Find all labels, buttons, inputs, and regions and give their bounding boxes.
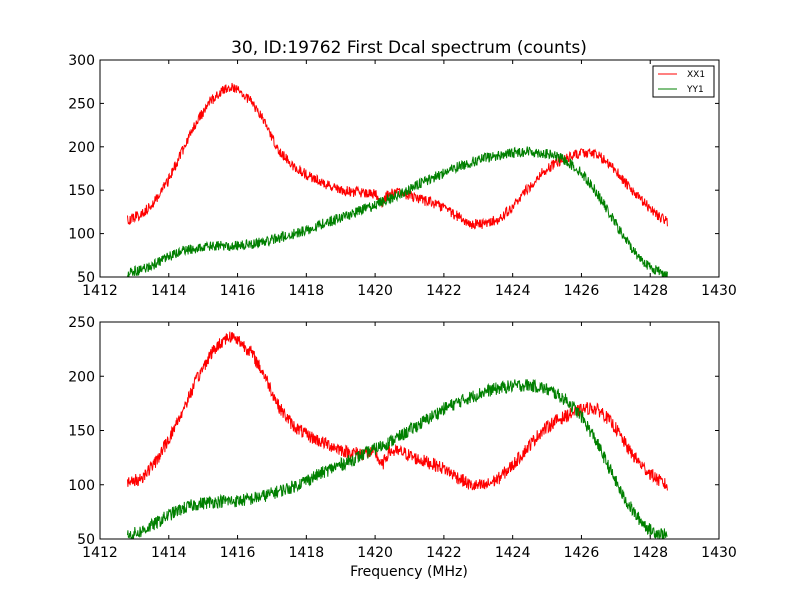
x-tick-label: 1426 xyxy=(564,283,600,299)
y-tick-label: 50 xyxy=(77,532,95,548)
series-line-red xyxy=(127,331,668,491)
x-tick-label: 1424 xyxy=(495,283,531,299)
x-tick-label: 1430 xyxy=(701,283,737,299)
x-tick-label: 1412 xyxy=(82,283,118,299)
x-tick-label: 1428 xyxy=(632,283,668,299)
axes-frame xyxy=(99,59,720,278)
x-tick-label: 1422 xyxy=(426,545,462,561)
legend-label-xx1: XX1 xyxy=(687,70,705,80)
x-axis-label: Frequency (MHz) xyxy=(350,564,468,580)
x-tick-label: 1424 xyxy=(495,545,531,561)
x-tick-label: 1420 xyxy=(357,545,393,561)
y-tick-label: 150 xyxy=(68,424,95,440)
y-tick-label: 50 xyxy=(77,270,95,286)
y-tick-label: 250 xyxy=(68,315,95,331)
legend-label-yy1: YY1 xyxy=(686,85,704,95)
x-tick-label: 1414 xyxy=(151,545,187,561)
x-tick-label: 1420 xyxy=(357,283,393,299)
x-tick-label: 1422 xyxy=(426,283,462,299)
y-tick-label: 200 xyxy=(68,369,95,385)
top-plot: 1412 1414 1416 1418 1420 1422 1424 1426 1428 1430… xyxy=(68,53,737,299)
x-tick-label: 1418 xyxy=(289,545,325,561)
x-tick-label: 1414 xyxy=(151,283,187,299)
x-tick-label: 1412 xyxy=(82,545,118,561)
legend-box xyxy=(652,65,715,98)
x-tick-label: 1426 xyxy=(564,545,600,561)
y-tick-label: 100 xyxy=(68,227,95,243)
y-tick-label: 100 xyxy=(68,478,95,494)
x-tick-label: 1430 xyxy=(701,545,737,561)
x-tick-label: 1418 xyxy=(289,283,325,299)
y-tick-label: 150 xyxy=(68,183,95,199)
chart-title: 30, ID:19762 First Dcal spectrum (counts… xyxy=(231,38,587,58)
series-line-xx1 xyxy=(127,82,668,230)
y-tick-label: 300 xyxy=(68,53,95,69)
series-line-green xyxy=(127,379,668,539)
y-tick-label: 200 xyxy=(68,140,95,156)
y-tick-label: 250 xyxy=(68,96,95,112)
bottom-plot: 1412 1414 1416 1418 1420 1422 1424 1426 1428 1430… xyxy=(68,315,737,561)
x-tick-label: 1428 xyxy=(632,545,668,561)
series-line-yy1 xyxy=(127,146,668,277)
x-tick-label: 1416 xyxy=(220,283,256,299)
x-tick-label: 1416 xyxy=(220,545,256,561)
